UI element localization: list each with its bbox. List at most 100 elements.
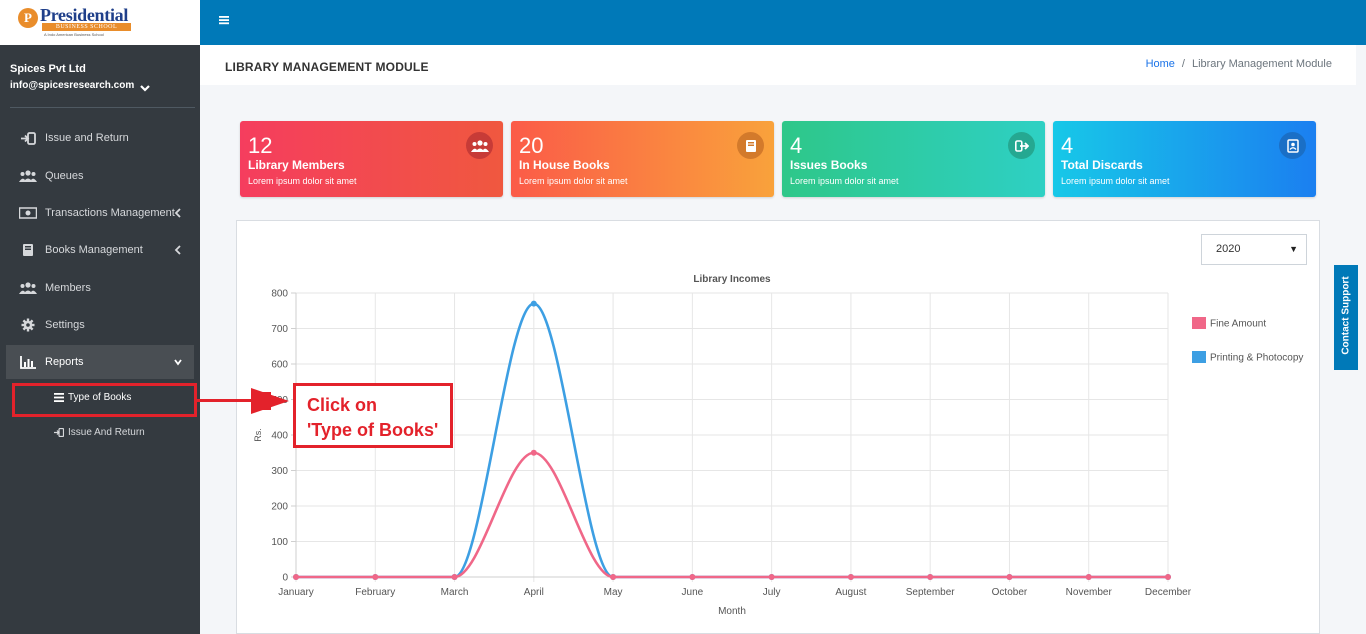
page-header: LIBRARY MANAGEMENT MODULE Home / Library M… — [200, 45, 1356, 85]
legend-label: Fine Amount — [1210, 319, 1266, 330]
sidebar-item-label: Reports — [45, 356, 84, 368]
contact-support-tab[interactable]: Contact Support — [1334, 265, 1358, 370]
stat-number: 20 — [519, 133, 544, 158]
x-tick-label: May — [604, 587, 623, 598]
x-tick-label: December — [1145, 587, 1192, 598]
breadcrumb-separator: / — [1181, 58, 1185, 70]
sidebar-item-members[interactable]: Members — [6, 271, 194, 305]
sidebar-item-label: Books Management — [45, 244, 143, 256]
stat-label: In House Books — [519, 158, 610, 172]
x-tick-label: September — [906, 587, 956, 598]
stat-number: 4 — [790, 133, 803, 158]
contact-support-label: Contact Support — [1340, 276, 1352, 355]
data-point — [847, 574, 854, 580]
sidebar-item-transactions-management[interactable]: Transactions Management — [6, 196, 194, 230]
x-tick-label: August — [835, 587, 866, 598]
sidebar-item-label: Transactions Management — [45, 207, 175, 219]
users-icon — [18, 281, 38, 295]
y-axis-title: Rs. — [253, 428, 263, 442]
breadcrumb-home-link[interactable]: Home — [1145, 58, 1175, 70]
instruction-callout: Click on 'Type of Books' — [293, 383, 453, 448]
x-tick-label: November — [1066, 587, 1113, 598]
x-tick-label: February — [355, 587, 395, 598]
sidebar-item-label: Settings — [45, 319, 85, 331]
address-book-icon — [1279, 132, 1306, 159]
callout-line-2: 'Type of Books' — [307, 420, 439, 440]
sidebar-subitem-label: Issue And Return — [68, 426, 145, 438]
stat-card-library-members[interactable]: 12 Library Members Lorem ipsum dolor sit… — [240, 121, 503, 197]
logo-mark: P — [18, 8, 38, 28]
caret-down-icon: ▼ — [1289, 244, 1298, 254]
sidebar-item-reports[interactable]: Reports — [6, 345, 194, 379]
sidebar-item-settings[interactable]: Settings — [6, 308, 194, 342]
sidebar-item-label: Issue and Return — [45, 132, 129, 144]
logo-subtitle: BUSINESS SCHOOL — [42, 23, 131, 31]
legend-label: Printing & Photocopy — [1210, 353, 1303, 364]
stat-card-in-house-books[interactable]: 20 In House Books Lorem ipsum dolor sit … — [511, 121, 774, 197]
sidebar-item-issue-and-return[interactable]: Issue and Return — [6, 121, 194, 155]
sidebar: P Presidential BUSINESS SCHOOL A Indo Am… — [0, 0, 200, 634]
money-icon — [18, 206, 38, 220]
legend-swatch — [1192, 317, 1206, 329]
data-point — [1165, 574, 1171, 580]
book-icon — [737, 132, 764, 159]
stat-label: Total Discards — [1061, 158, 1143, 172]
stat-card-issues-books[interactable]: 4 Issues Books Lorem ipsum dolor sit ame… — [782, 121, 1045, 197]
chevron-left-icon — [174, 208, 181, 218]
list-icon — [54, 392, 64, 402]
y-tick-label: 0 — [282, 573, 288, 584]
users-icon — [18, 169, 38, 183]
x-tick-label: March — [441, 587, 469, 598]
book-icon — [18, 243, 38, 257]
stat-number: 12 — [248, 133, 273, 158]
legend-swatch — [1192, 351, 1206, 363]
user-panel: Spices Pvt Ltd info@spicesresearch.com — [10, 63, 195, 108]
x-tick-label: June — [682, 587, 704, 598]
user-email: info@spicesresearch.com — [10, 80, 135, 91]
data-point — [1006, 574, 1013, 580]
breadcrumb: Home / Library Management Module — [1146, 58, 1332, 70]
logo-name: Presidential — [40, 5, 129, 25]
sidebar-subitem-issue-and-return[interactable]: Issue And Return — [54, 422, 145, 442]
bar-chart-icon — [18, 355, 38, 369]
callout-arrow-line — [197, 399, 257, 402]
company-name: Spices Pvt Ltd — [10, 63, 86, 75]
stat-subtext: Lorem ipsum dolor sit amet — [790, 176, 899, 186]
sign-in-icon — [54, 427, 64, 437]
chevron-down-icon — [174, 359, 182, 366]
data-point — [927, 574, 934, 580]
x-axis-title: Month — [718, 606, 746, 617]
sidebar-item-books-management[interactable]: Books Management — [6, 233, 194, 267]
y-tick-label: 300 — [271, 466, 288, 477]
top-navbar — [200, 0, 1366, 45]
series-line — [296, 451, 1168, 579]
stat-card-total-discards[interactable]: 4 Total Discards Lorem ipsum dolor sit a… — [1053, 121, 1316, 197]
sidebar-item-label: Queues — [45, 170, 84, 182]
stat-number: 4 — [1061, 133, 1074, 158]
x-tick-label: January — [278, 587, 314, 598]
data-point — [610, 574, 617, 580]
brand-logo[interactable]: P Presidential BUSINESS SCHOOL A Indo Am… — [0, 0, 200, 45]
stat-subtext: Lorem ipsum dolor sit amet — [248, 176, 357, 186]
data-point — [530, 449, 537, 456]
sidebar-item-queues[interactable]: Queues — [6, 159, 194, 193]
year-select-value: 2020 — [1216, 243, 1241, 255]
stat-label: Issues Books — [790, 158, 868, 172]
page-title: LIBRARY MANAGEMENT MODULE — [225, 60, 429, 74]
data-point — [530, 300, 537, 307]
gear-icon — [18, 318, 38, 332]
users-icon — [466, 132, 493, 159]
data-point — [689, 574, 696, 580]
logo-tagline: A Indo American Business School — [44, 32, 104, 37]
chart-panel — [236, 220, 1320, 634]
x-tick-label: October — [992, 587, 1028, 598]
y-tick-label: 700 — [271, 324, 288, 335]
y-tick-label: 100 — [271, 537, 288, 548]
hamburger-menu-icon[interactable] — [219, 14, 231, 26]
data-point — [768, 574, 775, 580]
year-select[interactable]: 2020 ▼ — [1201, 234, 1307, 265]
chevron-down-icon[interactable] — [138, 81, 152, 95]
sidebar-subitem-label: Type of Books — [68, 391, 132, 403]
sidebar-subitem-type-of-books[interactable]: Type of Books — [54, 387, 131, 407]
